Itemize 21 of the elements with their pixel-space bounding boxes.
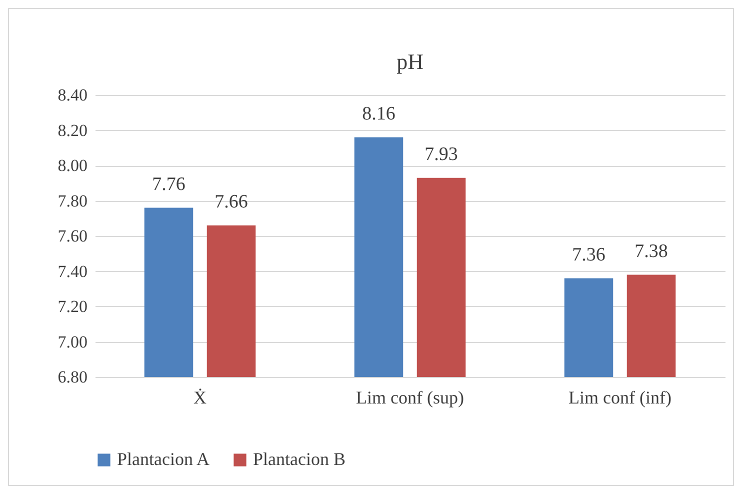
y-tick-label: 7.20 bbox=[58, 297, 88, 316]
chart-title: pH bbox=[396, 49, 424, 74]
data-label: 7.76 bbox=[152, 174, 186, 195]
legend-label: Plantacion A bbox=[117, 449, 210, 469]
data-label: 7.93 bbox=[424, 144, 458, 165]
y-tick-label: 7.80 bbox=[58, 191, 88, 210]
legend-label: Plantacion B bbox=[253, 449, 346, 469]
data-label: 7.36 bbox=[572, 244, 606, 266]
y-tick-label: 8.20 bbox=[58, 120, 88, 140]
data-label: 7.38 bbox=[634, 240, 668, 262]
data-label: 7.66 bbox=[214, 191, 248, 212]
y-tick-label: 7.00 bbox=[58, 332, 88, 352]
x-tick-label: Lim conf (inf) bbox=[568, 388, 672, 408]
y-tick-label: 8.00 bbox=[58, 156, 88, 175]
x-tick-label: Lim conf (sup) bbox=[356, 388, 464, 408]
y-tick-label: 6.80 bbox=[58, 368, 88, 386]
y-tick-label: 7.60 bbox=[58, 226, 88, 246]
x-tick-label: Ẋ bbox=[194, 388, 206, 408]
y-tick-label: 8.40 bbox=[58, 86, 88, 104]
y-tick-label: 7.40 bbox=[58, 262, 88, 281]
data-label: 8.16 bbox=[362, 103, 396, 124]
